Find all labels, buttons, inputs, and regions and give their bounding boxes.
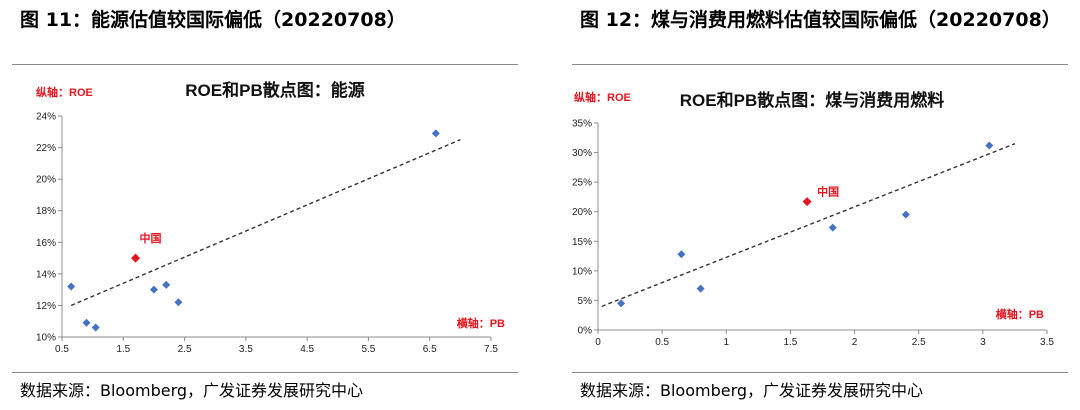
- china-label: 中国: [817, 185, 839, 199]
- y-tick-label: 15%: [572, 237, 592, 248]
- data-point: [985, 141, 994, 150]
- y-tick-label: 14%: [36, 269, 56, 280]
- y-tick-label: 18%: [36, 206, 56, 217]
- data-point-china: [802, 197, 812, 207]
- chart-title: ROE和PB散点图：煤与消费用燃料: [680, 90, 944, 110]
- x-tick-label: 3.5: [239, 344, 253, 355]
- trendline: [601, 143, 1016, 307]
- y-tick-label: 25%: [572, 178, 592, 189]
- data-point: [677, 250, 686, 259]
- data-point: [67, 282, 76, 291]
- x-tick-label: 1.5: [783, 337, 797, 348]
- data-point-china: [131, 253, 141, 263]
- china-label: 中国: [140, 231, 162, 245]
- data-point: [828, 223, 837, 232]
- bottom-rule: [12, 372, 518, 373]
- y-axis-label: 纵轴：ROE: [36, 85, 93, 99]
- y-tick-label: 20%: [572, 207, 592, 218]
- x-tick-label: 7.5: [484, 344, 498, 355]
- x-tick-label: 5.5: [361, 344, 375, 355]
- chart-title: ROE和PB散点图：能源: [185, 80, 364, 100]
- data-point: [901, 210, 910, 219]
- y-tick-label: 12%: [36, 301, 56, 312]
- y-tick-label: 10%: [36, 333, 56, 344]
- x-axis-label: 横轴：PB: [457, 316, 505, 330]
- data-point: [431, 129, 440, 138]
- x-tick-label: 1.5: [116, 344, 130, 355]
- source-note: 数据来源：Bloomberg，广发证券发展研究中心: [20, 381, 364, 400]
- x-tick-label: 3: [980, 337, 986, 348]
- data-point: [696, 284, 705, 293]
- figure-title: 图 11：能源估值较国际偏低（20220708）: [20, 9, 406, 31]
- x-tick-label: 2.5: [178, 344, 192, 355]
- y-tick-label: 22%: [36, 143, 56, 154]
- bottom-rule: [572, 372, 1068, 373]
- y-tick-label: 16%: [36, 238, 56, 249]
- data-point: [162, 280, 171, 289]
- y-tick-label: 35%: [572, 119, 592, 130]
- x-tick-label: 0: [595, 337, 601, 348]
- y-tick-label: 10%: [572, 266, 592, 277]
- top-rule: [572, 64, 1068, 65]
- data-point: [174, 298, 183, 307]
- x-tick-label: 1: [724, 337, 730, 348]
- x-tick-label: 2.5: [912, 337, 926, 348]
- x-tick-label: 3.5: [1040, 337, 1054, 348]
- figure-title: 图 12：煤与消费用燃料估值较国际偏低（20220708）: [580, 9, 1061, 31]
- x-tick-label: 0.5: [655, 337, 669, 348]
- y-tick-label: 0%: [578, 326, 593, 337]
- x-tick-label: 4.5: [300, 344, 314, 355]
- data-point: [82, 318, 91, 327]
- scatter-chart-coal: ROE和PB散点图：煤与消费用燃料纵轴：ROE横轴：PB0%5%10%15%20…: [572, 90, 1054, 348]
- y-tick-label: 20%: [36, 175, 56, 186]
- x-tick-label: 6.5: [423, 344, 437, 355]
- data-point: [91, 323, 100, 332]
- figure-12-panel: 图 12：煤与消费用燃料估值较国际偏低（20220708） ROE和PB散点图：…: [560, 0, 1080, 410]
- x-tick-label: 2: [852, 337, 858, 348]
- data-point: [617, 299, 626, 308]
- y-tick-label: 24%: [36, 112, 56, 123]
- figure-11-panel: 图 11：能源估值较国际偏低（20220708） ROE和PB散点图：能源 纵轴：…: [0, 0, 530, 410]
- x-axis-label: 横轴：PB: [996, 307, 1044, 321]
- source-note: 数据来源：Bloomberg，广发证券发展研究中心: [580, 381, 924, 400]
- data-point: [149, 285, 158, 294]
- trendline: [70, 139, 461, 307]
- top-rule: [12, 64, 518, 65]
- y-axis-label: 纵轴：ROE: [574, 90, 631, 104]
- y-tick-label: 5%: [578, 296, 593, 307]
- y-tick-label: 30%: [572, 148, 592, 159]
- scatter-chart-energy: ROE和PB散点图：能源 纵轴：ROE 横轴：PB 10% 12% 14% 16% 18% 20…: [36, 80, 505, 355]
- x-tick-label: 0.5: [55, 344, 69, 355]
